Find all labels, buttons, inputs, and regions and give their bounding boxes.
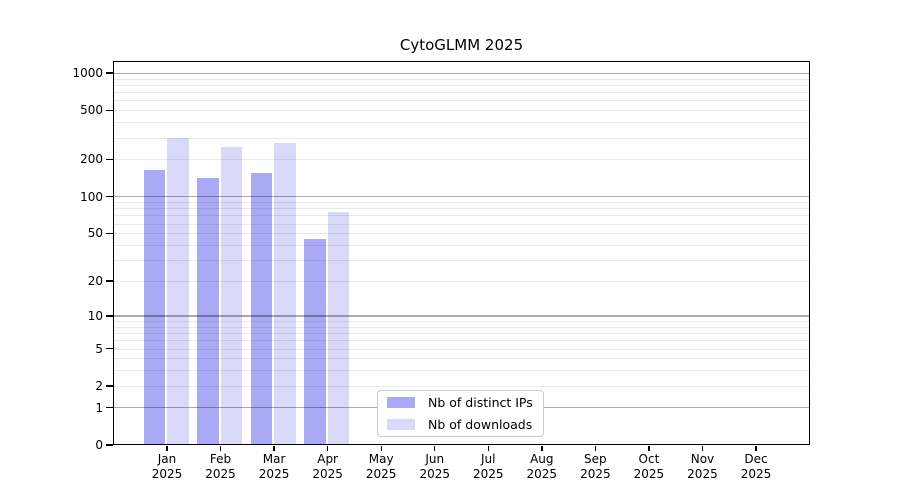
y-tick-label: 100	[80, 189, 103, 204]
major-gridline	[113, 72, 810, 74]
bar-jan-downloads	[167, 137, 189, 445]
minor-gridline	[113, 233, 810, 235]
minor-gridline	[113, 358, 810, 360]
minor-gridline	[113, 122, 810, 124]
bar-jan-distinct-ips	[143, 170, 165, 445]
y-tick-label: 200	[80, 152, 103, 167]
x-tick-mark	[273, 446, 275, 451]
bar-feb-downloads	[220, 146, 243, 445]
minor-gridline	[113, 92, 810, 94]
x-tick-label-jan: Jan 2025	[151, 452, 183, 481]
minor-gridline	[113, 385, 810, 387]
y-tick-label: 0	[95, 438, 103, 452]
legend-label-downloads: Nb of downloads	[428, 417, 533, 432]
y-tick-label: 500	[80, 103, 103, 118]
y-tick-mark	[106, 232, 113, 234]
minor-gridline	[113, 215, 810, 217]
legend-entry-distinct-ips: Nb of distinct IPs	[387, 395, 534, 410]
minor-gridline	[113, 78, 810, 80]
y-tick-label: 50	[87, 226, 103, 241]
y-tick-label: 10	[87, 308, 103, 323]
x-tick-label-dec: Dec 2025	[740, 452, 772, 481]
x-tick-mark	[166, 446, 168, 451]
x-tick-label-sep: Sep 2025	[580, 452, 611, 481]
y-tick-mark	[106, 280, 113, 282]
y-tick-mark	[106, 347, 113, 350]
x-tick-mark	[541, 446, 543, 451]
x-tick-mark	[701, 446, 704, 451]
y-tick-label: 2	[95, 378, 103, 393]
x-tick-label-mar: Mar 2025	[258, 452, 290, 481]
major-gridline	[113, 196, 810, 198]
x-tick-mark	[380, 446, 382, 451]
y-tick-mark	[106, 385, 113, 387]
bar-apr-downloads	[327, 211, 350, 445]
x-tick-label-nov: Nov 2025	[687, 452, 718, 481]
minor-gridline	[113, 85, 810, 86]
minor-gridline	[113, 340, 810, 342]
x-tick-mark	[594, 446, 597, 451]
legend-swatch-distinct-ips	[387, 397, 415, 408]
x-tick-label-apr: Apr 2025	[312, 452, 343, 481]
minor-gridline	[113, 260, 810, 262]
chart-title: CytoGLMM 2025	[399, 36, 524, 54]
y-tick-mark	[106, 407, 113, 409]
minor-gridline	[113, 202, 810, 204]
legend-entry-downloads: Nb of downloads	[387, 417, 534, 432]
y-tick-mark	[106, 315, 113, 317]
x-tick-mark	[327, 446, 329, 451]
minor-gridline	[113, 333, 810, 335]
bar-mar-distinct-ips	[250, 173, 273, 445]
minor-gridline	[113, 348, 810, 350]
major-gridline	[113, 315, 810, 317]
legend-label-distinct-ips: Nb of distinct IPs	[428, 395, 533, 410]
minor-gridline	[113, 245, 810, 247]
x-tick-mark	[755, 446, 757, 451]
minor-gridline	[113, 208, 810, 210]
minor-gridline	[113, 223, 810, 225]
x-tick-label-jun: Jun 2025	[419, 452, 450, 481]
legend: Nb of distinct IPs Nb of downloads	[377, 390, 544, 437]
y-tick-mark	[106, 444, 113, 446]
x-tick-mark	[648, 446, 650, 451]
y-tick-label: 5	[95, 341, 103, 356]
x-tick-mark	[487, 446, 489, 451]
y-tick-label: 20	[87, 274, 103, 289]
x-tick-label-may: May 2025	[365, 452, 397, 481]
minor-gridline	[113, 137, 810, 139]
y-tick-label: 1000	[72, 66, 103, 80]
x-tick-label-aug: Aug 2025	[526, 452, 558, 481]
bar-feb-distinct-ips	[197, 177, 219, 445]
y-tick-mark	[106, 109, 113, 111]
minor-gridline	[113, 321, 810, 323]
x-tick-label-jul: Jul 2025	[472, 452, 504, 481]
x-tick-mark	[219, 446, 222, 451]
x-tick-label-oct: Oct 2025	[633, 452, 665, 481]
x-tick-mark	[434, 446, 436, 451]
y-tick-label: 1	[95, 400, 103, 415]
x-tick-label-feb: Feb 2025	[205, 452, 236, 481]
minor-gridline	[113, 326, 810, 328]
minor-gridline	[113, 281, 810, 283]
minor-gridline	[113, 370, 810, 372]
minor-gridline	[113, 100, 810, 102]
minor-gridline	[113, 110, 810, 112]
y-tick-mark	[106, 195, 113, 198]
minor-gridline	[113, 159, 810, 161]
bar-apr-distinct-ips	[304, 238, 326, 445]
y-tick-mark	[106, 72, 113, 74]
bar-mar-downloads	[274, 143, 296, 445]
legend-swatch-downloads	[387, 419, 415, 430]
y-tick-mark	[106, 158, 113, 161]
